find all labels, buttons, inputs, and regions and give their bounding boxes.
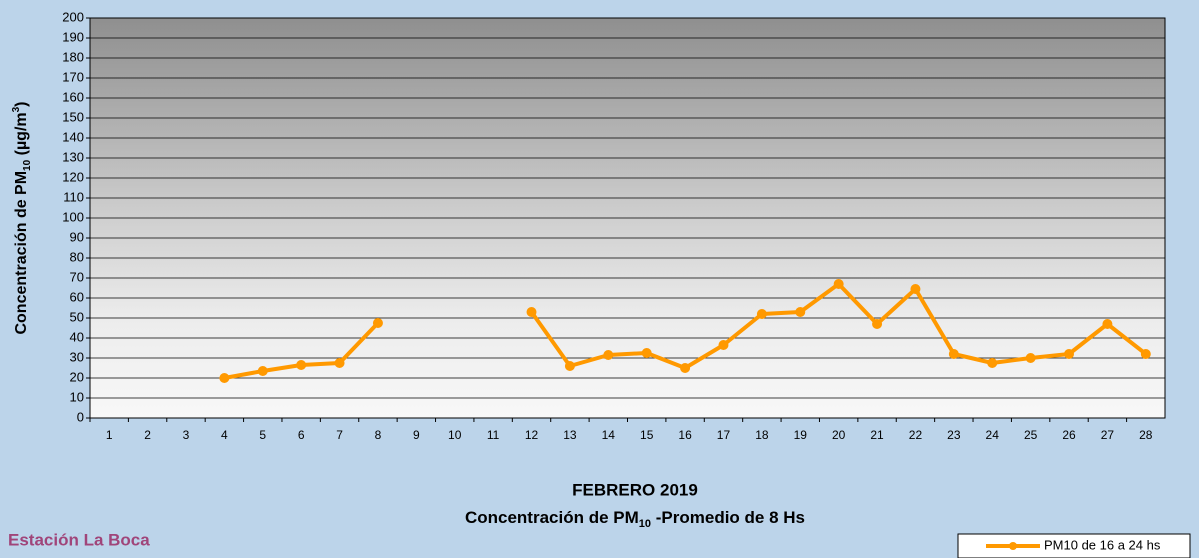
x-tick-label: 4	[221, 428, 228, 442]
y-tick-label: 140	[62, 129, 84, 144]
subtitle-part: -Promedio de 8 Hs	[651, 508, 805, 527]
y-label-part: Concentración de PM	[13, 171, 30, 335]
data-point	[1102, 319, 1112, 329]
data-point	[834, 279, 844, 289]
data-point	[987, 358, 997, 368]
chart-title: FEBRERO 2019	[572, 480, 698, 499]
data-point	[296, 360, 306, 370]
x-tick-label: 9	[413, 428, 420, 442]
x-tick-label: 18	[755, 428, 769, 442]
x-tick-label: 21	[870, 428, 884, 442]
y-tick-label: 50	[70, 309, 84, 324]
data-point	[1141, 349, 1151, 359]
x-tick-label: 26	[1062, 428, 1076, 442]
y-tick-label: 80	[70, 249, 84, 264]
y-tick-label: 20	[70, 369, 84, 384]
data-point	[527, 307, 537, 317]
x-tick-label: 20	[832, 428, 846, 442]
x-tick-label: 8	[375, 428, 382, 442]
y-label-part: )	[13, 101, 30, 106]
y-tick-label: 160	[62, 89, 84, 104]
x-tick-label: 22	[909, 428, 923, 442]
x-tick-label: 27	[1101, 428, 1115, 442]
x-tick-label: 10	[448, 428, 462, 442]
y-tick-label: 120	[62, 169, 84, 184]
y-tick-label: 0	[77, 409, 84, 424]
y-tick-label: 90	[70, 229, 84, 244]
x-tick-label: 7	[336, 428, 343, 442]
y-tick-label: 70	[70, 269, 84, 284]
data-point	[335, 358, 345, 368]
data-point	[680, 363, 690, 373]
data-point	[718, 340, 728, 350]
x-tick-label: 5	[259, 428, 266, 442]
y-label-part: (µg/m	[13, 112, 30, 159]
x-tick-label: 3	[183, 428, 190, 442]
x-tick-label: 28	[1139, 428, 1153, 442]
x-tick-label: 17	[717, 428, 731, 442]
x-tick-label: 12	[525, 428, 539, 442]
y-tick-label: 190	[62, 29, 84, 44]
y-label-sub: 10	[22, 159, 33, 171]
data-point	[949, 349, 959, 359]
x-tick-label: 15	[640, 428, 654, 442]
x-tick-label: 23	[947, 428, 961, 442]
x-tick-label: 25	[1024, 428, 1038, 442]
data-point	[872, 319, 882, 329]
x-tick-label: 1	[106, 428, 113, 442]
y-tick-label: 30	[70, 349, 84, 364]
data-point	[258, 366, 268, 376]
data-point	[1064, 349, 1074, 359]
x-tick-label: 6	[298, 428, 305, 442]
x-tick-label: 13	[563, 428, 577, 442]
legend-label: PM10 de 16 a 24 hs	[1044, 537, 1161, 552]
y-tick-label: 170	[62, 69, 84, 84]
y-tick-label: 200	[62, 9, 84, 24]
y-tick-label: 100	[62, 209, 84, 224]
y-axis-label: Concentración de PM10 (µg/m3)	[11, 101, 33, 334]
subtitle-part: Concentración de PM	[465, 508, 639, 527]
y-tick-label: 60	[70, 289, 84, 304]
station-label: Estación La Boca	[8, 530, 150, 549]
data-point	[795, 307, 805, 317]
data-point	[565, 361, 575, 371]
x-tick-label: 19	[794, 428, 808, 442]
data-point	[910, 284, 920, 294]
data-point	[603, 350, 613, 360]
data-point	[1026, 353, 1036, 363]
chart-subtitle: Concentración de PM10 -Promedio de 8 Hs	[465, 508, 805, 529]
data-point	[757, 309, 767, 319]
chart: FEBRERO 2019 Concentración de PM10 -Prom…	[0, 0, 1199, 558]
y-tick-label: 40	[70, 329, 84, 344]
x-tick-label: 11	[487, 428, 500, 442]
y-tick-label: 150	[62, 109, 84, 124]
legend-marker	[1009, 542, 1017, 550]
y-tick-label: 130	[62, 149, 84, 164]
y-tick-label: 110	[63, 189, 84, 204]
data-point	[219, 373, 229, 383]
x-tick-label: 2	[144, 428, 151, 442]
x-tick-label: 16	[678, 428, 692, 442]
data-point	[642, 348, 652, 358]
y-tick-label: 10	[70, 389, 84, 404]
subtitle-sub: 10	[639, 518, 651, 530]
data-point	[373, 318, 383, 328]
y-tick-label: 180	[62, 49, 84, 64]
x-tick-label: 14	[602, 428, 616, 442]
x-tick-label: 24	[986, 428, 1000, 442]
